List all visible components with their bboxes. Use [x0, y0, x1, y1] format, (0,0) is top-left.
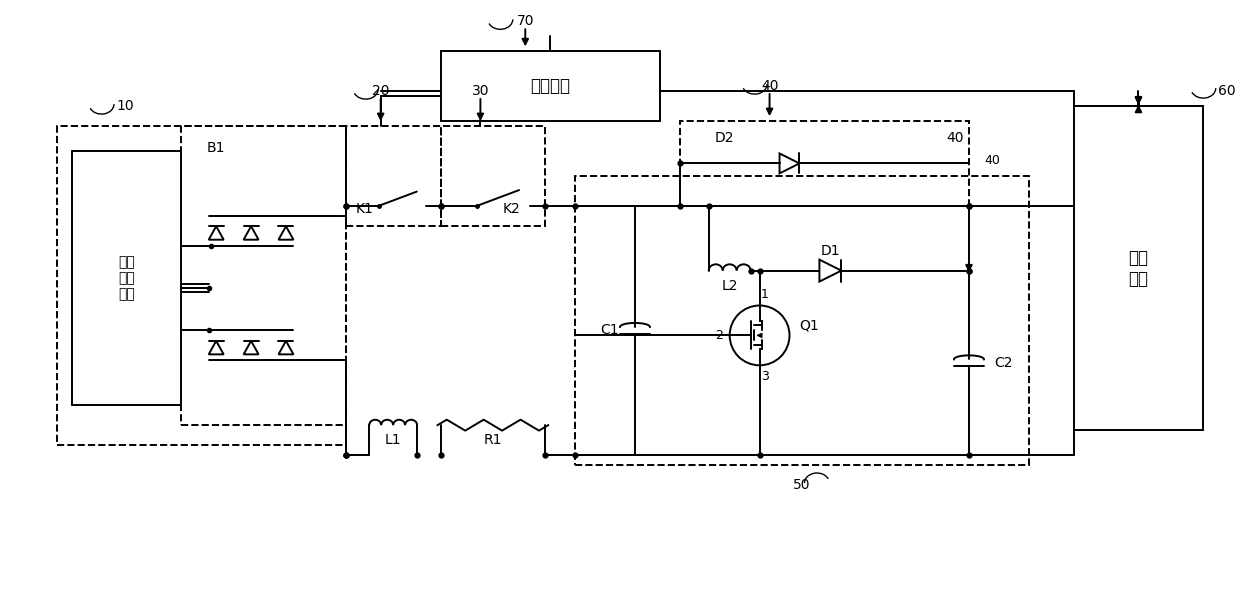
Bar [1074, 106, 1203, 430]
Bar [72, 151, 181, 405]
Text: R1: R1 [484, 433, 502, 447]
Text: 3: 3 [760, 370, 769, 383]
Text: C2: C2 [994, 356, 1012, 370]
Text: 40: 40 [761, 79, 779, 93]
Text: 70: 70 [517, 14, 534, 28]
Bar [440, 126, 546, 225]
Text: D1: D1 [821, 244, 841, 258]
Text: 控制电路: 控制电路 [531, 77, 570, 95]
Text: 三相
交流
输入: 三相 交流 输入 [118, 255, 135, 301]
Text: L2: L2 [722, 279, 738, 293]
Bar [346, 126, 440, 225]
Bar [57, 126, 346, 445]
Text: C1: C1 [600, 323, 619, 337]
Text: 30: 30 [471, 84, 489, 98]
Text: 40: 40 [946, 131, 963, 145]
Bar [181, 126, 346, 425]
Bar [575, 176, 1029, 465]
Text: 40: 40 [983, 155, 999, 167]
Text: 20: 20 [372, 84, 389, 98]
Text: K1: K1 [356, 202, 373, 216]
Text: B1: B1 [206, 141, 224, 155]
Text: K2: K2 [502, 202, 521, 216]
Bar [440, 51, 660, 121]
Text: D2: D2 [714, 131, 734, 145]
Text: 输出
电路: 输出 电路 [1128, 249, 1148, 288]
Text: 2: 2 [714, 329, 723, 342]
Text: 50: 50 [794, 478, 811, 492]
Text: Q1: Q1 [800, 318, 820, 332]
Bar [680, 121, 968, 206]
Text: L1: L1 [384, 433, 402, 447]
Text: 10: 10 [117, 99, 134, 113]
Text: 1: 1 [760, 288, 769, 301]
Text: 60: 60 [1218, 84, 1236, 98]
